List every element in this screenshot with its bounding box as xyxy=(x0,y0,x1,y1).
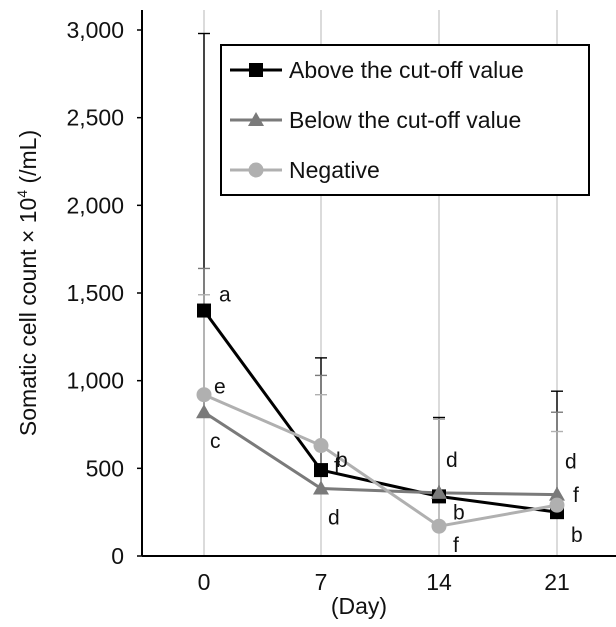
x-tick-label: 0 xyxy=(198,569,211,595)
significance-letter: d xyxy=(446,449,458,472)
data-point-marker xyxy=(196,387,212,403)
significance-letter: c xyxy=(210,430,221,453)
y-tick-label: 2,000 xyxy=(66,192,124,218)
data-point-marker xyxy=(196,404,212,419)
y-tick-label: 0 xyxy=(111,543,124,569)
legend-label: Below the cut-off value xyxy=(289,107,521,133)
series-line xyxy=(203,410,558,497)
legend: Above the cut-off value Below the cut-off… xyxy=(220,44,590,196)
y-axis-label-text: Somatic cell count × 10 xyxy=(15,198,41,436)
x-tick-labels: 0 7 14 21 xyxy=(198,569,570,595)
significance-letter: b xyxy=(336,449,348,472)
y-tick-label: 3,000 xyxy=(66,17,124,43)
significance-letters: a b b b c d d d e f f f xyxy=(210,284,583,558)
legend-label: Above the cut-off value xyxy=(289,57,524,83)
significance-letter: e xyxy=(214,376,226,399)
y-tick-label: 1,500 xyxy=(66,280,124,306)
axes xyxy=(141,10,616,557)
significance-letter: f xyxy=(573,484,579,507)
y-axis-label-superscript: 4 xyxy=(14,190,30,198)
legend-marker xyxy=(249,63,263,77)
legend-box xyxy=(220,44,590,196)
significance-letter: b xyxy=(571,524,583,547)
significance-letter: f xyxy=(453,534,459,557)
legend-marker xyxy=(248,112,264,126)
series-lines xyxy=(202,309,558,528)
y-axis-label-unit: (/mL) xyxy=(15,130,41,190)
data-point-marker xyxy=(431,518,447,534)
data-point-marker xyxy=(431,484,447,499)
data-point-marker xyxy=(549,497,565,513)
data-point-marker xyxy=(313,438,329,454)
y-axis-label: Somatic cell count × 104 (/mL) xyxy=(14,130,41,436)
data-point-marker xyxy=(197,303,211,318)
legend-marker xyxy=(248,162,264,178)
x-tick-label: 21 xyxy=(544,569,570,595)
y-tick-label: 1,000 xyxy=(66,368,124,394)
significance-letter: f xyxy=(334,455,340,478)
significance-letter: b xyxy=(453,501,465,524)
series-line xyxy=(203,393,558,528)
series-line xyxy=(202,309,558,514)
significance-letter: d xyxy=(328,506,340,529)
data-point-marker xyxy=(313,480,329,495)
x-tick-label: 7 xyxy=(315,569,328,595)
legend-items: Above the cut-off value Below the cut-off… xyxy=(230,57,524,183)
data-point-marker xyxy=(314,463,328,478)
significance-letter: d xyxy=(565,451,577,474)
series-markers xyxy=(196,303,565,534)
x-axis-label: (Day) xyxy=(331,593,387,619)
y-tick-label: 2,500 xyxy=(66,105,124,131)
y-tick-label: 500 xyxy=(86,455,124,481)
data-point-marker xyxy=(549,486,565,501)
x-tick-label: 14 xyxy=(426,569,452,595)
y-tick-labels: 0 500 1,000 1,500 2,000 2,500 3,000 xyxy=(66,17,142,569)
significance-letter: a xyxy=(219,284,231,307)
legend-label: Negative xyxy=(289,157,380,183)
